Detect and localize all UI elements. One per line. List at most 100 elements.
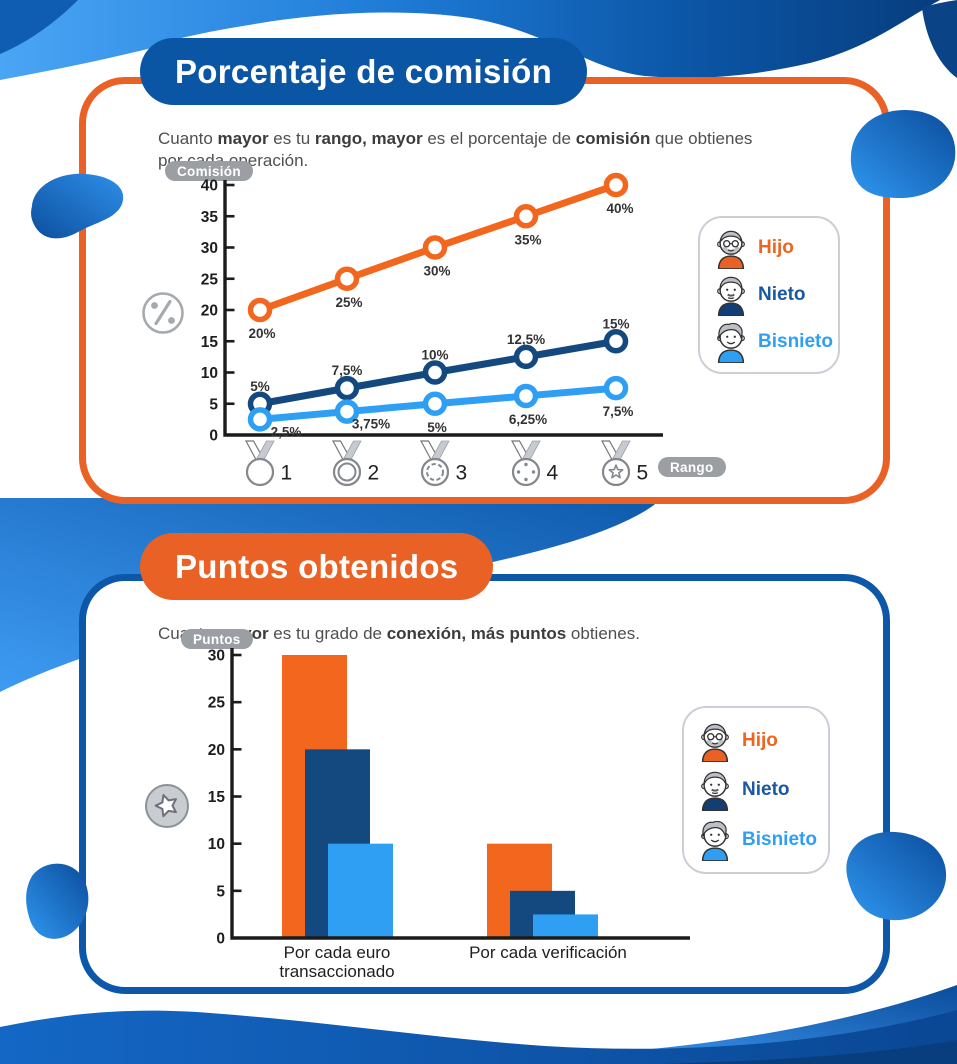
y-tick-label: 5 [209,396,218,413]
yaxis-label-pill-puntos: Puntos [181,629,253,649]
data-point-hijo-3 [422,235,448,260]
value-label: 3,75% [352,417,390,432]
y-tick-label: 0 [216,931,225,948]
section2-title: Puntos obtenidos [175,547,459,585]
category-label: transaccionado [279,962,394,981]
son-avatar-icon [717,322,745,363]
data-point-hijo-5 [603,172,629,198]
section1-title: Porcentaje de comisión [175,52,553,90]
top-right-corner-wave [922,0,957,78]
value-label: 7,5% [603,404,634,419]
data-point-bisnieto-2 [334,399,360,424]
medal-plain-icon [244,440,275,487]
legend-box-commission: Hijo Nieto Bisnieto [698,216,840,374]
data-point-bisnieto-4 [513,383,539,409]
value-label: 10% [421,348,448,363]
legend-box-points: Hijo Nieto Bisnieto [682,706,830,874]
value-label: 15% [602,316,629,331]
y-tick-label: 0 [209,428,218,445]
y-tick-label: 30 [201,240,218,257]
value-label: 25% [335,295,362,310]
rank-number: 3 [456,462,468,485]
commission-line-chart: 051015202530354020%25%30%35%40%5%7,5%10%… [201,172,663,487]
top-wave [0,0,940,80]
bar-bisnieto-1 [328,843,393,938]
grandfather-avatar-icon [701,723,729,762]
rank-number: 4 [547,462,559,485]
medal-dots-icon [510,440,541,487]
value-label: 40% [606,201,633,216]
legend-label: Nieto [742,779,790,800]
yaxis-label-pill-comision: Comisión [165,161,253,181]
data-point-nieto-2 [334,375,360,401]
legend-item-hijo: Hijo [696,720,828,762]
legend-item-bisnieto: Bisnieto [696,819,828,861]
data-point-hijo-1 [247,297,273,323]
son-avatar-icon [701,820,729,861]
y-tick-label: 20 [208,742,225,759]
category-label: Por cada euro [284,943,391,962]
rank-number: 2 [368,462,380,485]
rank-number: 5 [637,462,649,485]
y-tick-label: 15 [201,334,219,351]
percent-icon [142,292,184,334]
legend-item-nieto: Nieto [712,274,838,316]
medal-scallop-icon [419,440,450,487]
y-tick-label: 15 [208,789,226,806]
top-left-corner-accent [0,0,78,54]
axes [223,180,663,437]
section2-subtitle: Cuanto mayor es tu grado de conexión, má… [158,624,640,643]
legend-label: Hijo [742,729,778,751]
legend-label: Nieto [758,284,806,305]
bottom-wave [0,1010,957,1064]
legend-item-bisnieto: Bisnieto [712,321,838,363]
legend-item-hijo: Hijo [712,227,838,269]
data-point-nieto-4 [513,344,539,370]
y-tick-label: 20 [201,303,218,320]
value-label: 5% [250,379,270,394]
data-point-bisnieto-3 [422,391,448,416]
category-label: Por cada verificación [469,943,627,962]
value-label: 7,5% [332,363,363,378]
grandfather-avatar-icon [717,230,745,269]
medal-ring-icon [331,440,362,487]
data-point-bisnieto-1 [247,407,273,432]
data-point-bisnieto-5 [603,375,629,401]
xaxis-label-pill-rango: Rango [658,457,726,477]
legend-label: Hijo [758,237,794,258]
value-label: 30% [423,264,450,279]
y-tick-label: 30 [208,648,225,665]
section1-title-pill: Porcentaje de comisión [140,38,588,105]
y-tick-label: 5 [216,883,225,900]
value-label: 5% [427,420,447,435]
legend-label: Bisnieto [742,828,817,850]
value-label: 20% [248,326,275,341]
y-tick-label: 35 [201,209,219,226]
value-label: 12,5% [507,332,545,347]
father-avatar-icon [701,771,729,811]
legend-item-nieto: Nieto [696,769,828,811]
data-point-hijo-2 [334,266,360,291]
value-label: 35% [514,232,541,247]
father-avatar-icon [717,276,745,316]
section2-title-pill: Puntos obtenidos [140,533,494,600]
y-tick-label: 40 [201,178,218,195]
y-tick-label: 10 [201,365,218,382]
section1-subtitle: Cuanto mayor es tu rango, mayor es el po… [158,129,753,171]
medal-star-icon [600,440,631,487]
bar-bisnieto-2 [533,914,598,938]
y-tick-label: 25 [201,271,219,288]
value-label: 2,5% [271,424,302,439]
rank-number: 1 [281,462,293,485]
y-tick-label: 10 [208,836,225,853]
value-label: 6,25% [509,412,547,427]
y-tick-label: 25 [208,695,226,712]
data-point-nieto-5 [603,329,629,354]
legend-label: Bisnieto [758,331,833,352]
axes [230,648,690,940]
data-point-hijo-4 [513,204,539,229]
bottom-right-dark-strip [660,1040,957,1064]
star-icon [145,784,189,828]
